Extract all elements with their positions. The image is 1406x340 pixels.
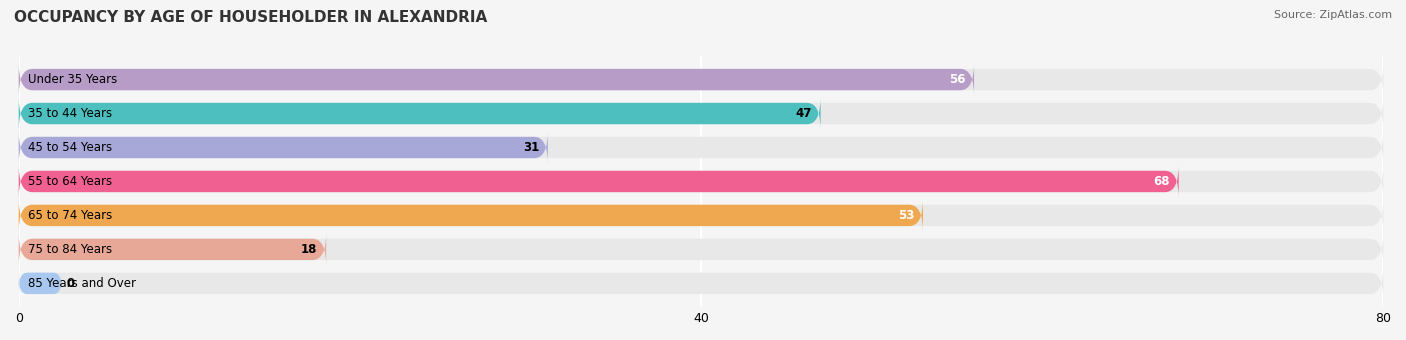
- FancyBboxPatch shape: [18, 63, 1384, 96]
- Text: 31: 31: [523, 141, 538, 154]
- Text: 55 to 64 Years: 55 to 64 Years: [28, 175, 111, 188]
- Text: 35 to 44 Years: 35 to 44 Years: [28, 107, 111, 120]
- Text: Source: ZipAtlas.com: Source: ZipAtlas.com: [1274, 10, 1392, 20]
- FancyBboxPatch shape: [18, 233, 326, 266]
- FancyBboxPatch shape: [18, 131, 1384, 164]
- Text: 75 to 84 Years: 75 to 84 Years: [28, 243, 111, 256]
- FancyBboxPatch shape: [18, 63, 974, 96]
- Text: 56: 56: [949, 73, 966, 86]
- Text: 18: 18: [301, 243, 318, 256]
- Text: Under 35 Years: Under 35 Years: [28, 73, 117, 86]
- Text: 65 to 74 Years: 65 to 74 Years: [28, 209, 111, 222]
- Text: 53: 53: [898, 209, 914, 222]
- FancyBboxPatch shape: [18, 97, 821, 130]
- FancyBboxPatch shape: [18, 131, 548, 164]
- Text: 0: 0: [66, 277, 75, 290]
- FancyBboxPatch shape: [18, 273, 62, 294]
- FancyBboxPatch shape: [18, 199, 1384, 232]
- Text: 47: 47: [796, 107, 811, 120]
- FancyBboxPatch shape: [18, 165, 1178, 198]
- FancyBboxPatch shape: [18, 165, 1384, 198]
- FancyBboxPatch shape: [18, 233, 1384, 266]
- Text: OCCUPANCY BY AGE OF HOUSEHOLDER IN ALEXANDRIA: OCCUPANCY BY AGE OF HOUSEHOLDER IN ALEXA…: [14, 10, 488, 25]
- Text: 85 Years and Over: 85 Years and Over: [28, 277, 135, 290]
- FancyBboxPatch shape: [18, 267, 1384, 300]
- Text: 45 to 54 Years: 45 to 54 Years: [28, 141, 111, 154]
- Text: 68: 68: [1153, 175, 1170, 188]
- FancyBboxPatch shape: [18, 199, 922, 232]
- FancyBboxPatch shape: [18, 97, 1384, 130]
